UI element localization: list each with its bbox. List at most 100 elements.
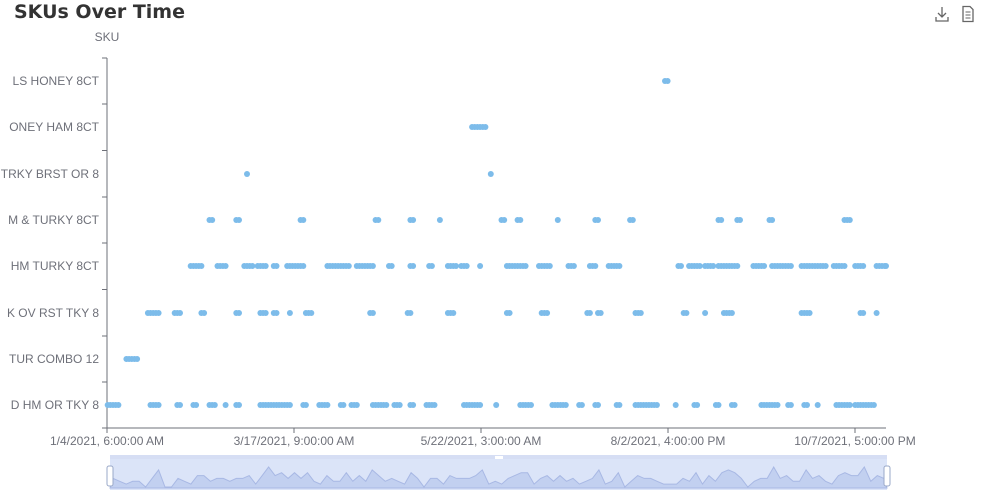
data-point[interactable] <box>201 310 208 316</box>
data-point[interactable] <box>369 263 376 269</box>
data-point[interactable] <box>822 263 829 269</box>
data-point[interactable] <box>629 217 636 223</box>
data-point[interactable] <box>286 402 293 408</box>
data-point[interactable] <box>177 402 183 408</box>
data-point[interactable] <box>450 310 457 316</box>
data-point[interactable] <box>715 402 722 408</box>
data-point[interactable] <box>428 263 435 269</box>
data-point[interactable] <box>586 310 593 316</box>
data-point[interactable] <box>222 402 229 408</box>
data-point[interactable] <box>710 263 717 269</box>
data-point[interactable] <box>244 171 250 177</box>
data-point[interactable] <box>718 217 725 223</box>
data-point[interactable] <box>694 402 701 408</box>
data-point[interactable] <box>353 402 360 408</box>
data-point[interactable] <box>177 310 183 316</box>
data-point[interactable] <box>528 402 534 408</box>
data-point[interactable] <box>595 217 601 223</box>
data-point[interactable] <box>273 310 280 316</box>
data-point[interactable] <box>482 124 489 130</box>
download-icon[interactable] <box>934 5 950 23</box>
data-point[interactable] <box>774 402 781 408</box>
data-point[interactable] <box>388 263 395 269</box>
document-icon[interactable] <box>960 5 976 23</box>
data-point[interactable] <box>383 402 390 408</box>
data-point[interactable] <box>300 217 307 223</box>
data-point[interactable] <box>728 310 735 316</box>
data-point[interactable] <box>546 263 553 269</box>
data-point[interactable] <box>731 402 738 408</box>
data-point[interactable] <box>804 402 810 408</box>
data-point[interactable] <box>262 310 269 316</box>
data-point[interactable] <box>860 310 867 316</box>
data-point[interactable] <box>769 217 776 223</box>
data-point[interactable] <box>375 217 382 223</box>
data-point[interactable] <box>616 263 623 269</box>
data-point[interactable] <box>841 263 848 269</box>
data-zoom-slider[interactable] <box>106 455 891 490</box>
data-point[interactable] <box>737 217 743 223</box>
data-point[interactable] <box>702 310 709 316</box>
data-point[interactable] <box>787 402 794 408</box>
data-point[interactable] <box>873 310 880 316</box>
data-point[interactable] <box>324 402 331 408</box>
data-point[interactable] <box>653 402 660 408</box>
data-point[interactable] <box>410 217 417 223</box>
data-point[interactable] <box>501 217 508 223</box>
data-point[interactable] <box>477 263 484 269</box>
data-point[interactable] <box>198 263 205 269</box>
data-point[interactable] <box>436 217 443 223</box>
data-point[interactable] <box>155 310 162 316</box>
data-point[interactable] <box>595 402 601 408</box>
data-point[interactable] <box>562 402 569 408</box>
data-point[interactable] <box>340 402 347 408</box>
data-point[interactable] <box>846 217 853 223</box>
data-point[interactable] <box>407 310 414 316</box>
data-point[interactable] <box>487 171 494 177</box>
data-point[interactable] <box>616 402 623 408</box>
data-point[interactable] <box>369 310 376 316</box>
data-point[interactable] <box>236 217 242 223</box>
data-point[interactable] <box>211 402 218 408</box>
data-point[interactable] <box>453 263 459 269</box>
data-point[interactable] <box>286 310 293 316</box>
data-point[interactable] <box>410 263 417 269</box>
data-point[interactable] <box>300 263 307 269</box>
data-point[interactable] <box>570 263 577 269</box>
data-point[interactable] <box>477 402 484 408</box>
data-point[interactable] <box>554 217 561 223</box>
data-point[interactable] <box>155 402 162 408</box>
data-point[interactable] <box>761 263 768 269</box>
data-point[interactable] <box>249 263 256 269</box>
data-point[interactable] <box>345 263 352 269</box>
data-point[interactable] <box>222 263 229 269</box>
data-point[interactable] <box>522 263 529 269</box>
data-point[interactable] <box>696 263 703 269</box>
data-point[interactable] <box>860 263 867 269</box>
data-point[interactable] <box>236 402 242 408</box>
data-point[interactable] <box>506 310 513 316</box>
data-point[interactable] <box>115 402 122 408</box>
data-point[interactable] <box>493 402 500 408</box>
data-point[interactable] <box>814 402 821 408</box>
data-point[interactable] <box>787 263 794 269</box>
data-point[interactable] <box>273 263 280 269</box>
data-point[interactable] <box>209 217 216 223</box>
data-point[interactable] <box>664 78 671 84</box>
data-point[interactable] <box>678 263 684 269</box>
data-point[interactable] <box>846 402 853 408</box>
data-point[interactable] <box>883 263 889 269</box>
data-point[interactable] <box>597 310 604 316</box>
data-point[interactable] <box>396 402 403 408</box>
data-point[interactable] <box>410 402 417 408</box>
slider-handle-left[interactable] <box>106 465 114 487</box>
data-point[interactable] <box>870 402 877 408</box>
data-point[interactable] <box>672 402 679 408</box>
data-point[interactable] <box>734 263 741 269</box>
slider-handle-right[interactable] <box>883 465 891 487</box>
data-point[interactable] <box>302 402 309 408</box>
data-point[interactable] <box>262 263 269 269</box>
data-point[interactable] <box>517 217 524 223</box>
data-point[interactable] <box>544 310 551 316</box>
data-point[interactable] <box>463 263 470 269</box>
